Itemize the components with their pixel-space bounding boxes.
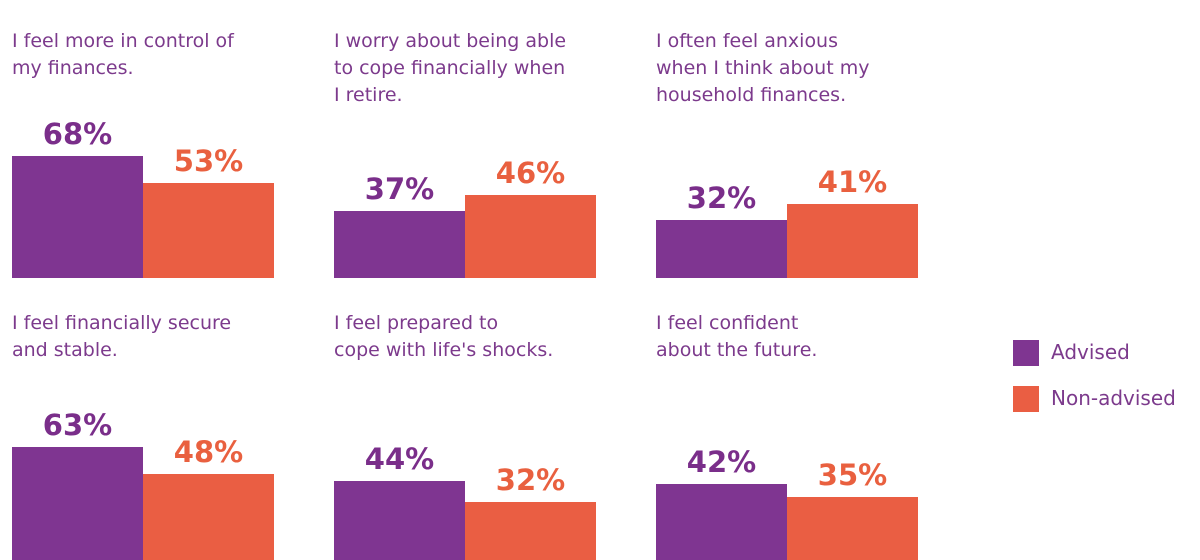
non-advised-value-label: 32% — [495, 463, 566, 498]
non-advised-value-label: 48% — [173, 434, 244, 469]
non-advised-bar — [787, 204, 918, 278]
advised-bar — [334, 480, 465, 560]
non-advised-bar — [787, 497, 918, 560]
chart-panel-retire: I worry about being able to cope financi… — [334, 28, 596, 278]
advised-bar — [334, 211, 465, 278]
non-advised-value-label: 41% — [817, 165, 888, 200]
advised-value-label: 68% — [42, 116, 113, 151]
non-advised-swatch — [1013, 386, 1039, 412]
chart-panel-shocks: I feel prepared to cope with life's shoc… — [334, 310, 596, 560]
non-advised-bar — [465, 502, 596, 560]
panel-title: I feel more in control of my finances. — [12, 30, 234, 79]
advised-value-label: 44% — [364, 441, 435, 476]
advised-bar — [12, 155, 143, 278]
advised-value-label: 42% — [686, 445, 757, 480]
non-advised-bar — [465, 195, 596, 278]
panel-title: I feel prepared to cope with life's shoc… — [334, 312, 554, 361]
chart-panel-control: I feel more in control of my finances. 6… — [12, 28, 274, 278]
panel-title: I worry about being able to cope financi… — [334, 30, 567, 106]
advised-value-label: 32% — [686, 181, 757, 216]
non-advised-value-label: 53% — [173, 143, 244, 178]
legend-label-non-advised: Non-advised — [1051, 386, 1176, 410]
advised-swatch — [1013, 340, 1039, 366]
non-advised-value-label: 46% — [495, 156, 566, 191]
advised-bar — [12, 446, 143, 560]
panel-title: I feel confident about the future. — [656, 312, 818, 361]
chart-panel-future: I feel confident about the future. 42% 3… — [656, 310, 918, 560]
chart-panel-secure: I feel financially secure and stable. 63… — [12, 310, 274, 560]
advised-value-label: 63% — [42, 407, 113, 442]
panel-title: I often feel anxious when I think about … — [656, 30, 870, 106]
advised-bar — [656, 484, 787, 560]
non-advised-value-label: 35% — [817, 458, 888, 492]
advised-value-label: 37% — [364, 172, 435, 207]
non-advised-bar — [143, 182, 274, 278]
legend-label-advised: Advised — [1051, 340, 1130, 364]
chart-panel-anxious: I often feel anxious when I think about … — [656, 28, 918, 278]
non-advised-bar — [143, 473, 274, 560]
advised-bar — [656, 220, 787, 278]
panel-title: I feel financially secure and stable. — [12, 312, 232, 361]
